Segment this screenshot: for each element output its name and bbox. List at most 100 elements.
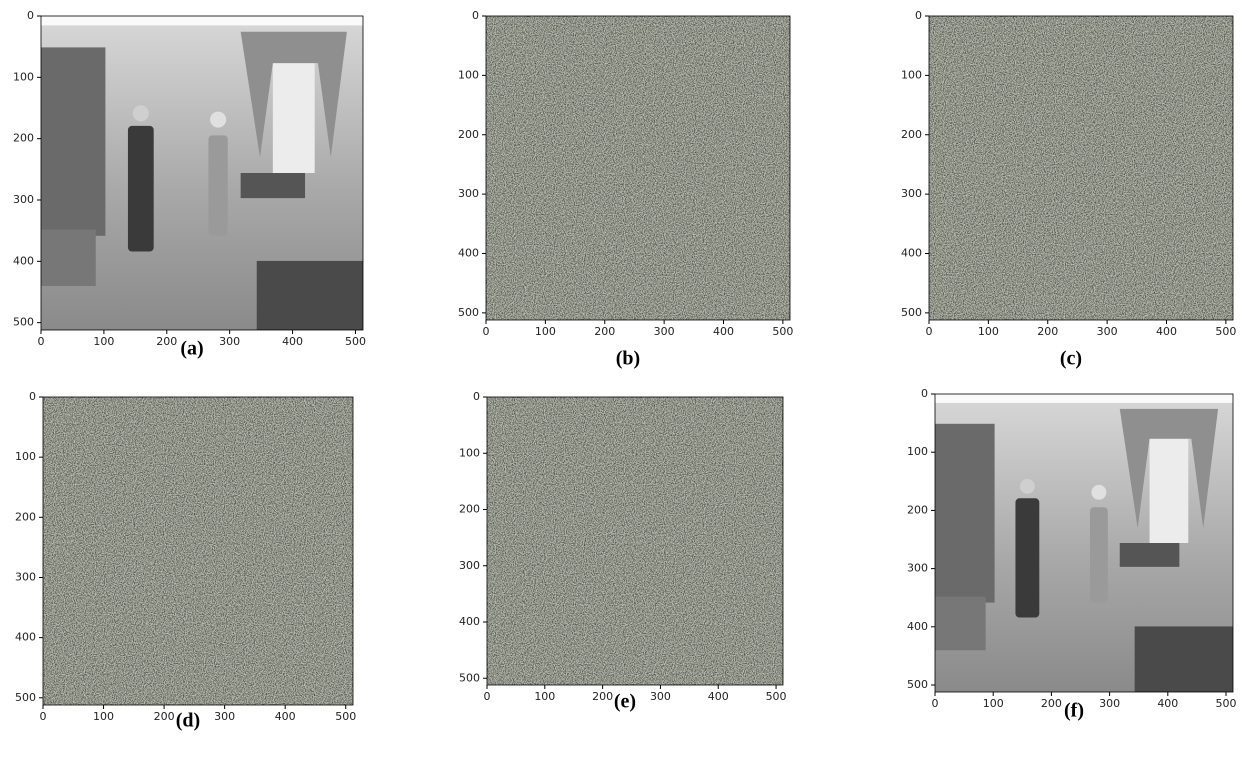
x-tick-label: 0 bbox=[483, 325, 490, 338]
x-tick-label: 500 bbox=[1215, 325, 1236, 338]
y-tick-label: 500 bbox=[458, 306, 479, 319]
x-tick-label: 300 bbox=[654, 325, 675, 338]
x-tick-label: 0 bbox=[484, 690, 491, 703]
window bbox=[273, 63, 315, 173]
photo-border bbox=[41, 16, 363, 25]
man-head bbox=[1020, 479, 1035, 494]
panel: 0 100 200 300 400 500 0 100 200 300 400 500 (d) bbox=[15, 390, 356, 732]
panel-caption: (f) bbox=[1064, 700, 1084, 722]
x-tick-label: 400 bbox=[713, 325, 734, 338]
y-tick-label: 500 bbox=[901, 306, 922, 319]
x-tick-label: 100 bbox=[534, 690, 555, 703]
y-tick-label: 100 bbox=[901, 68, 922, 81]
x-tick-label: 100 bbox=[93, 710, 114, 723]
woman-head bbox=[210, 112, 226, 128]
x-tick-label: 300 bbox=[219, 335, 240, 348]
y-tick-label: 0 bbox=[472, 9, 479, 22]
y-tick-label: 500 bbox=[15, 691, 36, 704]
y-tick-label: 200 bbox=[458, 128, 479, 141]
x-tick-label: 400 bbox=[1157, 697, 1178, 710]
door bbox=[935, 424, 995, 603]
x-tick-label: 0 bbox=[932, 697, 939, 710]
y-tick-label: 400 bbox=[458, 247, 479, 260]
y-tick-label: 100 bbox=[15, 450, 36, 463]
x-tick-label: 300 bbox=[1099, 697, 1120, 710]
y-tick-label: 400 bbox=[13, 254, 34, 267]
y-tick-label: 200 bbox=[459, 503, 480, 516]
x-tick-label: 100 bbox=[93, 335, 114, 348]
x-tick-label: 0 bbox=[40, 710, 47, 723]
noise-image bbox=[43, 397, 353, 705]
x-tick-label: 400 bbox=[1156, 325, 1177, 338]
y-tick-label: 0 bbox=[27, 9, 34, 22]
x-tick-label: 400 bbox=[282, 335, 303, 348]
y-tick-label: 300 bbox=[901, 187, 922, 200]
y-tick-label: 100 bbox=[13, 70, 34, 83]
y-tick-label: 400 bbox=[907, 620, 928, 633]
man bbox=[128, 126, 154, 252]
y-tick-label: 0 bbox=[921, 387, 928, 400]
x-tick-label: 100 bbox=[535, 325, 556, 338]
y-tick-label: 300 bbox=[15, 570, 36, 583]
woman-head bbox=[1091, 485, 1106, 500]
x-tick-label: 400 bbox=[275, 710, 296, 723]
door bbox=[41, 47, 105, 235]
y-tick-label: 200 bbox=[15, 510, 36, 523]
table bbox=[241, 173, 305, 198]
panel-caption: (e) bbox=[614, 691, 636, 713]
y-tick-label: 200 bbox=[901, 128, 922, 141]
x-tick-label: 100 bbox=[983, 697, 1004, 710]
y-tick-label: 0 bbox=[915, 9, 922, 22]
table bbox=[1120, 543, 1180, 567]
x-tick-label: 0 bbox=[926, 325, 933, 338]
x-tick-label: 200 bbox=[1041, 697, 1062, 710]
x-tick-label: 100 bbox=[978, 325, 999, 338]
panel-caption: (c) bbox=[1060, 348, 1082, 370]
x-tick-label: 500 bbox=[335, 710, 356, 723]
woman bbox=[208, 135, 227, 235]
man bbox=[1015, 498, 1039, 617]
x-tick-label: 300 bbox=[650, 690, 671, 703]
y-tick-label: 100 bbox=[459, 446, 480, 459]
noise-image bbox=[929, 16, 1233, 320]
x-tick-label: 0 bbox=[38, 335, 45, 348]
photo-border bbox=[935, 394, 1233, 403]
y-tick-label: 400 bbox=[15, 631, 36, 644]
x-tick-label: 300 bbox=[1097, 325, 1118, 338]
y-tick-label: 500 bbox=[13, 316, 34, 329]
x-tick-label: 200 bbox=[156, 335, 177, 348]
y-tick-label: 200 bbox=[907, 503, 928, 516]
window bbox=[1150, 439, 1189, 543]
noise-image bbox=[487, 397, 783, 685]
y-tick-label: 500 bbox=[459, 671, 480, 684]
y-tick-label: 0 bbox=[473, 390, 480, 403]
panel-caption: (a) bbox=[180, 338, 203, 360]
x-tick-label: 200 bbox=[154, 710, 175, 723]
y-tick-label: 300 bbox=[458, 187, 479, 200]
x-tick-label: 400 bbox=[708, 690, 729, 703]
chair bbox=[935, 597, 986, 651]
x-tick-label: 500 bbox=[766, 690, 787, 703]
y-tick-label: 400 bbox=[901, 247, 922, 260]
x-tick-label: 200 bbox=[1037, 325, 1058, 338]
y-tick-label: 100 bbox=[458, 68, 479, 81]
x-tick-label: 200 bbox=[592, 690, 613, 703]
y-tick-label: 0 bbox=[29, 390, 36, 403]
x-tick-label: 200 bbox=[594, 325, 615, 338]
y-tick-label: 400 bbox=[459, 615, 480, 628]
panel-caption: (b) bbox=[616, 348, 640, 370]
chair bbox=[41, 230, 96, 287]
panel-caption: (d) bbox=[176, 710, 200, 732]
x-tick-label: 500 bbox=[345, 335, 366, 348]
man-head bbox=[133, 105, 149, 121]
y-tick-label: 300 bbox=[13, 193, 34, 206]
woman bbox=[1090, 507, 1108, 602]
y-tick-label: 300 bbox=[459, 559, 480, 572]
x-tick-label: 300 bbox=[214, 710, 235, 723]
panel: 0 100 200 300 400 500 0 100 200 300 400 500 (e) bbox=[459, 390, 787, 713]
y-tick-label: 300 bbox=[907, 562, 928, 575]
desk bbox=[257, 261, 363, 330]
